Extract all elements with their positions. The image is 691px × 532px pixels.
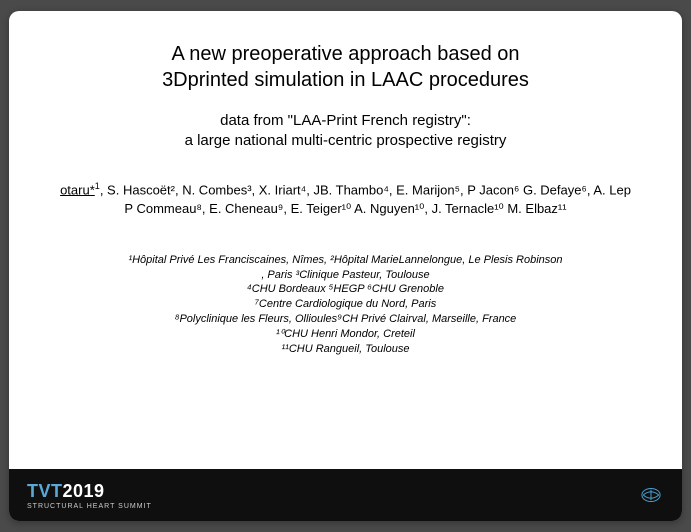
subtitle-line-2: a large national multi-centric prospecti…: [19, 131, 672, 151]
logo-tvt-text: TVT: [27, 481, 63, 502]
affiliation-line-1: ¹Hôpital Privé Les Franciscaines, Nîmes,…: [34, 253, 657, 268]
logo-main: TVT2019: [27, 481, 152, 502]
affiliation-line-7: ¹¹CHU Rangueil, Toulouse: [34, 342, 657, 357]
conference-logo: TVT2019 STRUCTURAL HEART SUMMIT: [27, 481, 152, 510]
affiliation-line-3: ⁴CHU Bordeaux ⁵HEGP ⁶CHU Grenoble: [34, 282, 657, 297]
title-line-1: A new preoperative approach based on: [19, 41, 672, 67]
authors-block: otaru*1, S. Hascoët², N. Combes³, X. Iri…: [19, 180, 672, 218]
presenting-author: otaru*: [60, 182, 95, 197]
affiliation-line-5: ⁸Polyclinique les Fleurs, Ollioules⁹CH P…: [34, 312, 657, 327]
affiliation-line-6: ¹⁰CHU Henri Mondor, Creteil: [34, 327, 657, 342]
authors-line-2: P Commeau⁸, E. Cheneau⁹, E. Teiger¹⁰ A. …: [124, 201, 566, 216]
slide-footer: TVT2019 STRUCTURAL HEART SUMMIT: [9, 469, 682, 521]
authors-line-1-rest: , S. Hascoët², N. Combes³, X. Iriart⁴, J…: [100, 182, 631, 197]
heart-valve-icon: [638, 482, 664, 508]
slide: A new preoperative approach based on 3Dp…: [9, 11, 682, 521]
logo-year-text: 2019: [63, 481, 105, 502]
affiliation-line-4: ⁷Centre Cardiologique du Nord, Paris: [34, 297, 657, 312]
affiliation-line-2: , Paris ³Clinique Pasteur, Toulouse: [34, 268, 657, 283]
logo-subtitle: STRUCTURAL HEART SUMMIT: [27, 503, 152, 510]
slide-content: A new preoperative approach based on 3Dp…: [9, 11, 682, 469]
subtitle-line-1: data from "LAA-Print French registry":: [19, 111, 672, 131]
affiliations-block: ¹Hôpital Privé Les Franciscaines, Nîmes,…: [19, 253, 672, 357]
title-line-2: 3Dprinted simulation in LAAC procedures: [19, 67, 672, 93]
